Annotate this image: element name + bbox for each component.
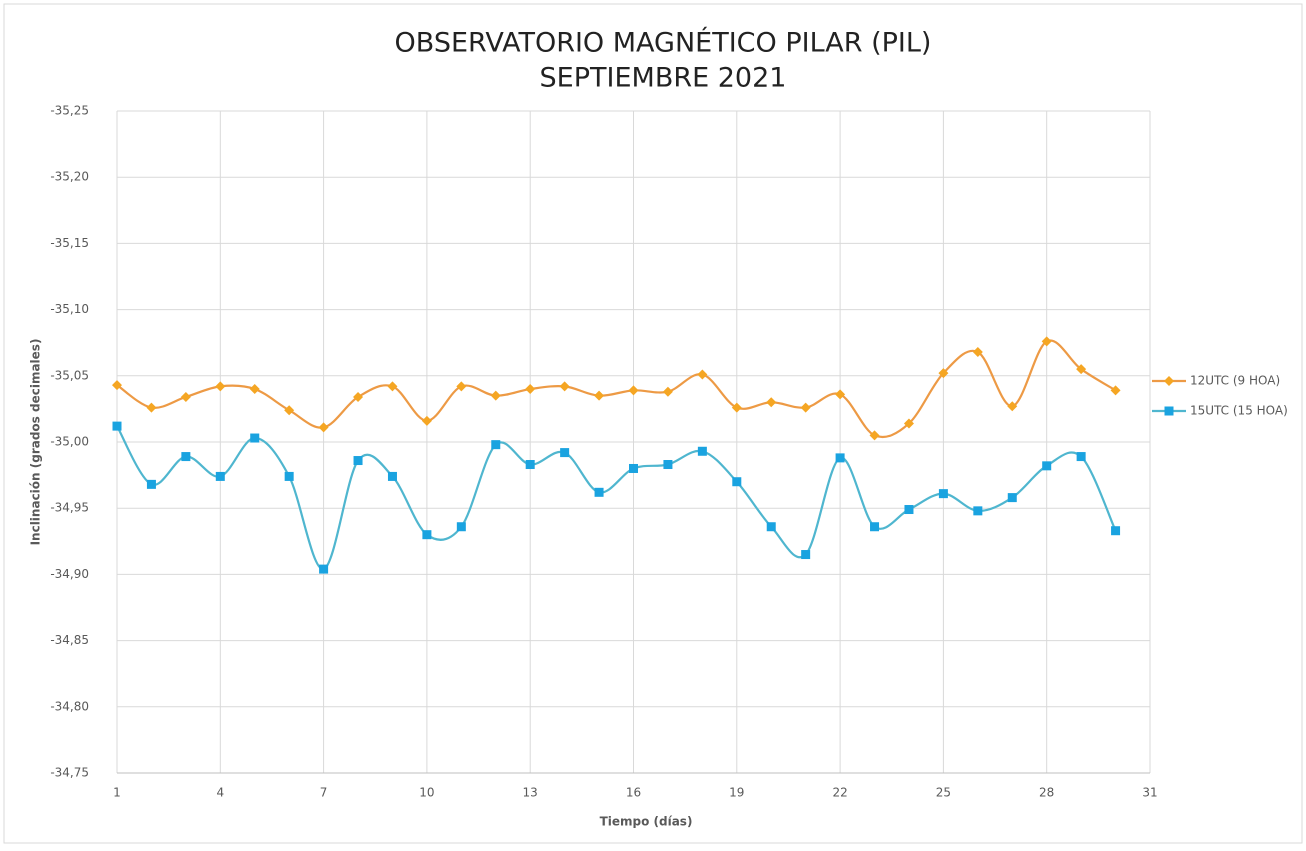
y-tick-label: -34,90 <box>50 567 89 581</box>
x-tick-label: 7 <box>320 786 328 800</box>
marker <box>800 402 811 413</box>
x-axis-label: Tiempo (días) <box>600 815 693 829</box>
marker <box>490 390 501 401</box>
marker <box>903 418 914 429</box>
marker <box>801 550 811 560</box>
legend-label: 15UTC (15 HOA) <box>1190 404 1288 418</box>
marker <box>456 522 466 532</box>
x-tick-label: 19 <box>729 786 744 800</box>
marker <box>938 368 949 379</box>
marker <box>594 390 605 401</box>
x-tick-label: 22 <box>832 786 847 800</box>
chart-subtitle: SEPTIEMBRE 2021 <box>540 63 787 94</box>
marker <box>353 391 364 402</box>
y-tick-label: -35,10 <box>50 302 89 316</box>
marker <box>662 386 673 397</box>
marker <box>250 433 260 443</box>
marker <box>869 430 880 441</box>
marker <box>146 402 157 413</box>
marker <box>112 421 122 431</box>
marker <box>559 381 570 392</box>
marker <box>835 389 846 400</box>
marker <box>284 405 295 416</box>
marker <box>215 471 225 481</box>
marker <box>1042 461 1052 471</box>
chart-title: OBSERVATORIO MAGNÉTICO PILAR (PIL) <box>395 27 932 59</box>
marker <box>594 487 604 497</box>
marker <box>629 463 638 473</box>
x-tick-label: 25 <box>936 786 951 800</box>
x-tick-label: 4 <box>216 786 224 800</box>
marker <box>697 446 707 456</box>
marker <box>732 477 742 487</box>
marker <box>387 471 397 481</box>
legend-marker <box>1164 376 1174 386</box>
x-tick-label: 10 <box>419 786 434 800</box>
marker <box>1076 452 1086 462</box>
marker <box>491 440 501 450</box>
x-tick-label: 16 <box>626 786 641 800</box>
marker <box>1111 526 1121 536</box>
marker <box>249 384 260 395</box>
marker <box>938 489 948 499</box>
marker <box>525 384 536 395</box>
x-tick-label: 31 <box>1142 786 1157 800</box>
y-tick-label: -34,75 <box>50 766 89 780</box>
marker <box>387 381 398 392</box>
marker <box>972 346 983 357</box>
x-tick-label: 13 <box>523 786 538 800</box>
marker <box>112 380 122 391</box>
y-tick-label: -34,85 <box>50 633 89 647</box>
y-tick-label: -35,05 <box>50 368 89 382</box>
marker <box>146 479 156 489</box>
marker <box>1110 385 1121 396</box>
y-tick-label: -35,20 <box>50 170 89 184</box>
marker <box>973 506 983 516</box>
marker <box>180 391 191 402</box>
marker <box>663 460 673 470</box>
legend-marker <box>1164 406 1174 416</box>
marker <box>731 402 742 413</box>
y-tick-label: -34,95 <box>50 501 89 515</box>
marker <box>284 471 294 481</box>
marker <box>560 448 570 458</box>
legend-label: 12UTC (9 HOA) <box>1190 374 1280 388</box>
marker <box>904 505 914 515</box>
y-axis-label: Inclinación (grados decimales) <box>29 339 43 546</box>
marker <box>1007 401 1018 412</box>
marker <box>422 530 432 540</box>
marker <box>215 381 226 392</box>
marker <box>353 456 363 466</box>
marker <box>870 522 880 532</box>
marker <box>181 452 191 462</box>
marker <box>421 415 432 426</box>
y-tick-label: -35,25 <box>50 104 89 118</box>
marker <box>1007 493 1017 503</box>
y-tick-label: -35,15 <box>50 236 89 250</box>
x-tick-label: 1 <box>113 786 121 800</box>
marker <box>835 453 845 463</box>
marker <box>318 422 329 433</box>
marker <box>1041 336 1052 347</box>
marker <box>1076 364 1087 375</box>
marker <box>697 369 708 380</box>
marker <box>456 381 467 392</box>
marker <box>628 385 639 396</box>
y-tick-label: -34,80 <box>50 699 89 713</box>
marker <box>319 564 329 574</box>
marker <box>766 397 777 408</box>
marker <box>766 522 776 532</box>
chart-frame <box>3 3 1303 844</box>
x-tick-label: 28 <box>1039 786 1054 800</box>
y-tick-label: -35,00 <box>50 435 89 449</box>
marker <box>525 460 535 470</box>
